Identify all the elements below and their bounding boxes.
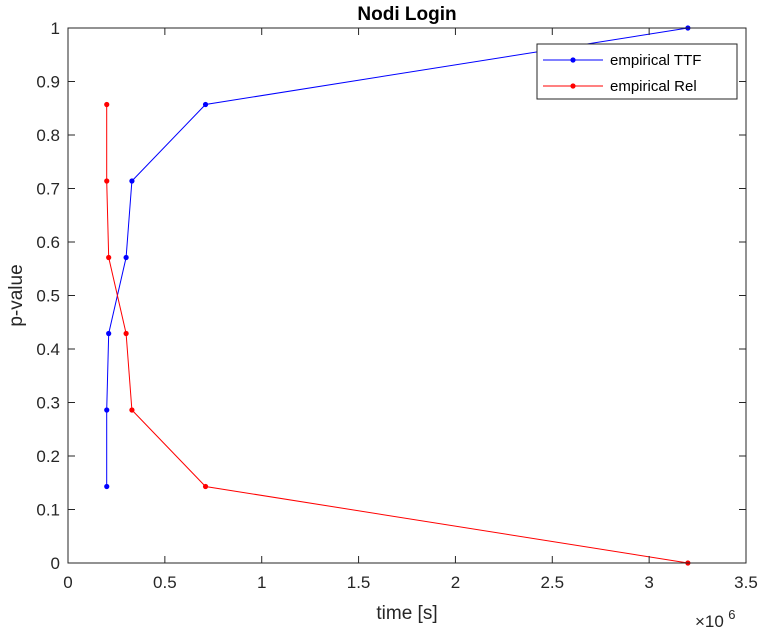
legend-item: empirical Rel bbox=[543, 78, 697, 95]
y-tick-label: 0.2 bbox=[36, 447, 60, 466]
data-point bbox=[104, 483, 110, 490]
y-tick-label: 0.7 bbox=[36, 180, 60, 199]
series-layer bbox=[104, 25, 691, 566]
y-tick-label: 1 bbox=[51, 19, 60, 38]
y-tick-label: 0.9 bbox=[36, 73, 60, 92]
data-point bbox=[123, 330, 129, 337]
legend-item: empirical TTF bbox=[543, 52, 701, 69]
data-point bbox=[104, 407, 110, 413]
legend-swatch-marker bbox=[570, 57, 576, 63]
x-tick-label: 3.5 bbox=[734, 573, 758, 592]
x-axis-exponent: ×10 6 bbox=[695, 607, 736, 630]
legend-swatch-marker bbox=[570, 83, 576, 89]
data-point bbox=[123, 254, 129, 261]
y-tick-label: 0.1 bbox=[36, 501, 60, 520]
data-point bbox=[202, 483, 209, 490]
data-point bbox=[106, 330, 112, 337]
x-tick-label: 3 bbox=[644, 573, 653, 592]
legend-label: empirical TTF bbox=[610, 52, 701, 69]
data-point bbox=[104, 101, 110, 108]
y-tick-label: 0.3 bbox=[36, 394, 60, 413]
x-tick-label: 0 bbox=[63, 573, 72, 592]
x-exponent-base: ×10 bbox=[695, 612, 724, 630]
y-tick-label: 0.4 bbox=[36, 340, 60, 359]
x-tick-label: 2 bbox=[451, 573, 460, 592]
x-tick-label: 2.5 bbox=[540, 573, 564, 592]
x-tick-label: 1 bbox=[257, 573, 266, 592]
ticks-layer: 0 0.5 1 1.5 2 2.5 3 3.5 0 0.1 0.2 0.3 0.4 0.5 0.6 0.7 0.… bbox=[36, 19, 757, 592]
y-tick-label: 0.8 bbox=[36, 126, 60, 145]
legend-items: empirical TTF empirical Rel bbox=[543, 52, 701, 95]
y-tick-label: 0 bbox=[51, 554, 60, 573]
data-point bbox=[202, 101, 209, 108]
data-point bbox=[104, 178, 110, 184]
y-tick-label: 0.5 bbox=[36, 287, 60, 306]
chart-title: Nodi Login bbox=[357, 4, 456, 25]
data-point bbox=[129, 178, 135, 184]
x-exponent-power: 6 bbox=[728, 607, 735, 622]
legend-box bbox=[536, 43, 738, 100]
legend: empirical TTF empirical Rel bbox=[536, 43, 738, 100]
legend-label: empirical Rel bbox=[610, 78, 697, 95]
y-axis-label: p-value bbox=[6, 264, 27, 326]
x-tick-label: 1.5 bbox=[347, 573, 371, 592]
x-tick-label: 0.5 bbox=[153, 573, 177, 592]
data-point bbox=[106, 254, 112, 261]
data-point bbox=[129, 407, 135, 413]
x-axis-label: time [s] bbox=[376, 603, 437, 624]
y-tick-label: 0.6 bbox=[36, 233, 60, 252]
plot-area bbox=[68, 28, 746, 563]
